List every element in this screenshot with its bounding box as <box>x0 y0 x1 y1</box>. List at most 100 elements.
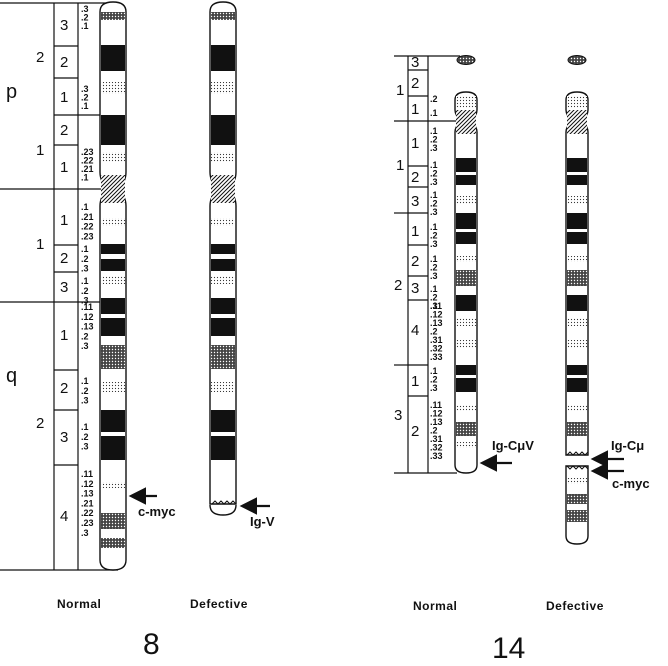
chr8-band-ruler <box>0 2 120 571</box>
chr8-band-p12: 2 <box>60 122 68 139</box>
subband-label: .3 <box>430 177 438 187</box>
subband-label: .3 <box>81 296 89 306</box>
chromosome-14-group: 1 1 2 3 3 2 1 1 2 3 1 2 3 4 1 2 .2.1.1.2… <box>394 54 650 665</box>
chr14-defective-caption: Defective <box>546 599 604 613</box>
chr8-defective-chromosome <box>209 1 237 516</box>
chr14-cmyc-label: c-myc <box>612 476 650 491</box>
chr8-normal-caption: Normal <box>57 597 101 611</box>
chr8-subband-labels: .3.2.1.3.2.1.23.22.21.1.1.21.22.23.1.2.3… <box>81 4 94 538</box>
subband-label: .11 <box>81 302 93 312</box>
subband-label: .11 <box>81 469 93 479</box>
subband-label: .21 <box>81 212 94 222</box>
chr8-band-q13: 3 <box>60 279 68 296</box>
subband-label: .2 <box>81 286 89 296</box>
subband-label: .2 <box>430 375 438 385</box>
chr14-band-p13: 3 <box>411 54 419 71</box>
subband-label: .33 <box>430 352 443 362</box>
subband-label: .12 <box>81 479 94 489</box>
subband-label: .1 <box>430 284 438 294</box>
chr14-band-q23: 3 <box>411 280 419 297</box>
subband-label: .1 <box>81 21 89 31</box>
subband-label: .3 <box>81 341 89 351</box>
chr8-band-p23: 3 <box>60 17 68 34</box>
chr14-q-region-1: 1 <box>396 157 404 174</box>
chr8-q-region-2: 2 <box>36 415 44 432</box>
chr8-band-p22: 2 <box>60 54 68 71</box>
subband-label: .23 <box>81 147 94 157</box>
chr14-band-q32: 2 <box>411 423 419 440</box>
subband-label: .2 <box>81 432 89 442</box>
chr8-band-q24: 4 <box>60 508 68 525</box>
chr8-band-p11: 1 <box>60 159 68 176</box>
chr8-number-label: 8 <box>143 628 160 661</box>
subband-label: .1 <box>430 126 438 136</box>
chr8-band-q21: 1 <box>60 327 68 344</box>
subband-label: .31 <box>430 335 443 345</box>
subband-label: .13 <box>81 489 94 499</box>
subband-label: .1 <box>430 222 438 232</box>
subband-label: .1 <box>430 160 438 170</box>
chr8-band-q12: 2 <box>60 250 68 267</box>
subband-label: .12 <box>430 310 443 320</box>
subband-label: .13 <box>430 318 443 328</box>
chr14-band-q13: 3 <box>411 193 419 210</box>
subband-label: .3 <box>81 528 89 538</box>
subband-label: .1 <box>430 254 438 264</box>
subband-label: .31 <box>430 434 443 444</box>
chr14-band-q12: 2 <box>411 169 419 186</box>
subband-label: .2 <box>430 169 438 179</box>
subband-label: .3 <box>81 442 89 452</box>
subband-label: .1 <box>81 202 89 212</box>
chr14-band-p11: 1 <box>411 101 419 118</box>
chr8-arm-p-label: p <box>6 81 17 103</box>
subband-label: .3 <box>430 239 438 249</box>
chr14-band-q31: 1 <box>411 373 419 390</box>
subband-label: .3 <box>81 264 89 274</box>
chr14-normal-caption: Normal <box>413 599 457 613</box>
subband-label: .23 <box>81 231 94 241</box>
subband-label: .1 <box>81 244 89 254</box>
chr14-band-ruler <box>394 55 460 474</box>
chr8-p-region-1: 1 <box>36 142 44 159</box>
chr14-p-region-1: 1 <box>396 82 404 99</box>
chr8-p-region-2: 2 <box>36 49 44 66</box>
chr14-band-q24: 4 <box>411 322 419 339</box>
chromosome-8-group: p q 2 1 1 2 3 2 1 2 1 1 2 3 1 2 3 4 .3.2… <box>0 1 275 661</box>
subband-label: .11 <box>430 301 442 311</box>
subband-label: .2 <box>430 231 438 241</box>
chr14-normal-chromosome <box>454 55 478 474</box>
subband-label: .2 <box>430 135 438 145</box>
chr14-q-region-3: 3 <box>394 407 402 424</box>
chr8-band-q11: 1 <box>60 212 68 229</box>
subband-label: .2 <box>430 94 438 104</box>
subband-label: .3 <box>430 383 438 393</box>
chr14-defective-chromosome <box>565 55 589 545</box>
chr8-band-q22: 2 <box>60 380 68 397</box>
chr8-band-p21: 1 <box>60 89 68 106</box>
subband-label: .3 <box>81 84 89 94</box>
subband-label: .3 <box>430 207 438 217</box>
subband-label: .2 <box>430 263 438 273</box>
chr14-band-p12: 2 <box>411 75 419 92</box>
chr14-band-q11: 1 <box>411 135 419 152</box>
subband-label: .1 <box>81 173 89 183</box>
subband-label: .2 <box>81 331 89 341</box>
subband-label: .3 <box>430 271 438 281</box>
chr14-number-label: 14 <box>492 632 525 661</box>
subband-label: .21 <box>81 498 94 508</box>
subband-label: .1 <box>430 108 438 118</box>
subband-label: .22 <box>81 508 94 518</box>
subband-label: .22 <box>81 156 94 166</box>
subband-label: .21 <box>81 164 94 174</box>
subband-label: .2 <box>81 93 89 103</box>
subband-label: .23 <box>81 518 94 528</box>
chr8-q-region-1: 1 <box>36 236 44 253</box>
chr8-igv-label: Ig-V <box>250 514 275 529</box>
subband-label: .2 <box>430 327 438 337</box>
subband-label: .3 <box>430 143 438 153</box>
subband-label: .2 <box>430 293 438 303</box>
chr8-arm-q-label: q <box>6 365 17 387</box>
subband-label: .2 <box>430 199 438 209</box>
subband-label: .11 <box>430 400 442 410</box>
chr14-band-q21: 1 <box>411 223 419 240</box>
